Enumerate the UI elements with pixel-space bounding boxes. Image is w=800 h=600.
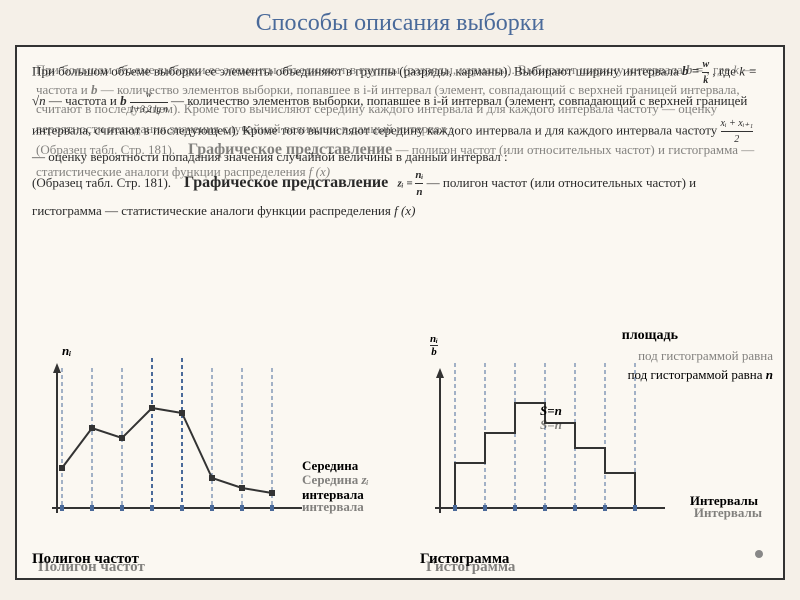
midpoint-block: Середина Середина zᵢ интервала интервала [302,458,369,514]
histogram-title-shadow: Гистограмма [426,559,515,576]
area-label: площадь [622,328,678,344]
zi-axis: zᵢ [361,472,368,487]
p1a: При большом объеме выборки ее элементы о… [32,63,679,78]
page-dot [755,550,763,558]
formula-b: b = wk [682,63,709,78]
polygon-title-shadow: Полигон частот [38,559,145,576]
polygon-svg [42,348,322,538]
area-n: n [766,367,773,382]
heading2: Графическое представление [184,173,388,190]
sn-shadow: S=n [540,417,562,433]
graphics-row: nᵢ [32,333,768,568]
p1e: — оценку вероятности попадания значения … [32,149,508,164]
area-shadow1: под гистограммой равна [638,348,773,363]
histogram-chart: nᵢb площадь под гистограммой равна под г… [400,333,768,568]
fx: f (x) [394,203,415,218]
intervals-shadow: Интервалы [694,505,762,521]
formula-zi: zᵢ = nᵢn [397,167,423,201]
page-title: Способы описания выборки [0,0,800,45]
histogram-svg [415,363,675,533]
area-text: под гистограммой равна [638,348,773,364]
formula-b2: b [120,93,130,108]
content-frame: При большом объеме выборки ее элементы о… [15,45,785,580]
polygon-chart: nᵢ [32,333,400,568]
midpoint-shadow: Середина [302,472,358,487]
p2: (Образец табл. Стр. 181). [32,174,171,189]
main-text: При большом объеме выборки ее элементы о… [32,57,768,327]
p1c: — частота и [49,93,117,108]
p1b: , где [712,63,736,78]
formula-mid: xᵢ + xᵢ₊₁2 [721,116,754,147]
nib-label: nᵢb [430,333,438,359]
formula-or: w1+3,2 lg n [130,88,168,116]
interval-shadow: интервала [302,499,364,514]
